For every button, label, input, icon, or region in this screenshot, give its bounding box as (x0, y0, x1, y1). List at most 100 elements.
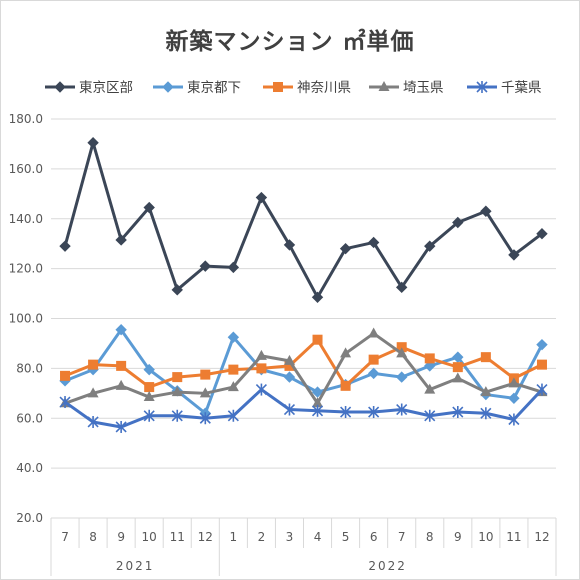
data-point (340, 347, 352, 358)
data-point (367, 236, 380, 249)
data-point (200, 369, 211, 380)
data-point (476, 81, 488, 93)
data-point (115, 379, 127, 390)
data-point (87, 415, 99, 428)
data-point (508, 249, 520, 261)
y-tick-label: 80.0 (16, 361, 43, 375)
x-tick-label: 12 (534, 530, 549, 544)
x-tick-label: 11 (170, 530, 185, 544)
data-point (283, 403, 296, 416)
data-point (480, 205, 492, 217)
data-point (115, 234, 127, 246)
y-tick-label: 100.0 (9, 312, 43, 326)
data-point (480, 352, 491, 363)
data-point (144, 382, 155, 393)
legend-item: 東京区部 (45, 80, 133, 96)
data-point (199, 260, 212, 272)
data-point (115, 324, 127, 336)
data-point (340, 380, 351, 391)
data-point (115, 420, 127, 433)
data-point (368, 406, 380, 419)
y-tick-label: 20.0 (16, 511, 43, 525)
data-point (424, 240, 436, 252)
y-tick-label: 60.0 (16, 411, 43, 425)
data-point (59, 396, 71, 409)
gridlines (51, 118, 556, 519)
year-label: 2022 (368, 559, 407, 573)
data-point (395, 281, 408, 294)
data-point (273, 82, 283, 92)
data-point (311, 404, 324, 417)
x-tick-label: 4 (314, 530, 322, 544)
data-point (396, 342, 407, 353)
data-point (143, 409, 155, 422)
data-point (536, 359, 547, 370)
data-point (256, 363, 267, 374)
y-tick-label: 140.0 (9, 212, 43, 226)
legend-item: 神奈川県 (263, 80, 351, 96)
data-point (60, 370, 71, 381)
data-point (508, 413, 520, 426)
data-point (283, 239, 296, 251)
data-point (311, 291, 324, 304)
legend-item: 東京都下 (153, 80, 241, 96)
legend-label: 埼玉県 (403, 80, 444, 96)
legend-label: 東京都下 (187, 80, 241, 96)
series-layer (59, 136, 548, 433)
data-point (396, 347, 408, 358)
x-tick-label: 1 (230, 530, 238, 544)
x-tick-label: 10 (478, 530, 493, 544)
data-point (340, 406, 352, 419)
legend-item: 千葉県 (467, 80, 542, 96)
legend-label: 東京区部 (79, 80, 133, 96)
data-point (480, 407, 492, 420)
data-point (424, 409, 436, 422)
data-point (172, 372, 183, 383)
chart-title: 新築マンション ㎡単価 (165, 28, 414, 55)
series-2 (59, 324, 548, 419)
data-point (87, 136, 99, 149)
series-4 (59, 327, 548, 408)
data-point (199, 387, 211, 398)
x-tick-label: 10 (142, 530, 157, 544)
data-point (312, 334, 323, 345)
data-point (339, 242, 352, 255)
data-point (395, 371, 408, 383)
data-point (143, 201, 155, 214)
x-tick-label: 12 (198, 530, 213, 544)
data-point (536, 383, 548, 396)
data-point (171, 284, 183, 296)
x-tick-label: 7 (61, 530, 69, 544)
series-line (64, 388, 544, 429)
series-line (64, 331, 543, 405)
y-tick-label: 40.0 (16, 461, 43, 475)
y-tick-label: 180.0 (9, 112, 43, 126)
x-tick-label: 8 (426, 530, 434, 544)
data-point (312, 397, 324, 408)
series-1 (59, 136, 548, 304)
data-point (283, 354, 295, 365)
data-point (508, 392, 520, 405)
legend-item: 埼玉県 (369, 80, 444, 96)
data-point (227, 331, 240, 343)
data-point (227, 381, 239, 392)
data-point (227, 409, 239, 422)
x-tick-label: 9 (454, 530, 462, 544)
data-point (283, 371, 296, 383)
x-tick-label: 3 (286, 530, 294, 544)
x-tick-label: 2 (258, 530, 266, 544)
data-point (228, 364, 239, 375)
data-point (143, 363, 155, 376)
data-point (452, 406, 464, 419)
data-point (452, 362, 463, 373)
series-line (64, 328, 544, 415)
data-point (255, 191, 268, 204)
data-point (116, 360, 127, 371)
data-point (424, 353, 435, 364)
data-point (162, 81, 174, 93)
y-axis: 20.0 40.0 60.0 80.0 100.0 120.0 140.0 160.0 180.… (9, 112, 43, 525)
data-point (87, 387, 99, 398)
data-point (452, 216, 464, 229)
data-point (284, 360, 295, 371)
